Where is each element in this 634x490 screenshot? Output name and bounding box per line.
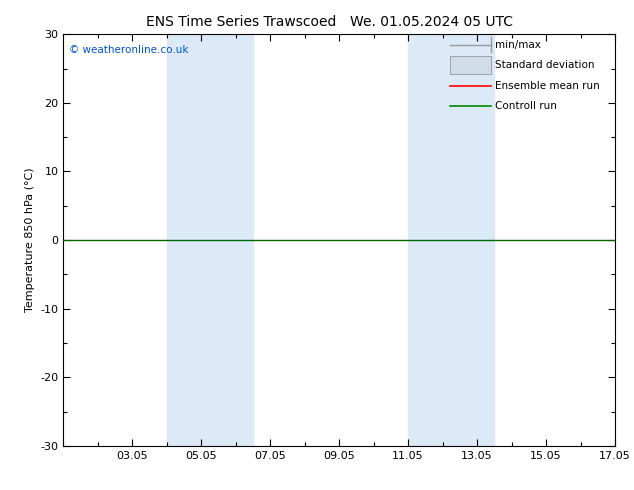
Bar xyxy=(450,56,491,74)
Bar xyxy=(408,34,495,446)
Text: Ensemble mean run: Ensemble mean run xyxy=(495,81,600,91)
Text: Standard deviation: Standard deviation xyxy=(495,60,595,70)
Bar xyxy=(167,34,253,446)
Text: We. 01.05.2024 05 UTC: We. 01.05.2024 05 UTC xyxy=(349,15,513,29)
Text: ENS Time Series Trawscoed: ENS Time Series Trawscoed xyxy=(146,15,336,29)
Text: © weatheronline.co.uk: © weatheronline.co.uk xyxy=(69,45,188,54)
Y-axis label: Temperature 850 hPa (°C): Temperature 850 hPa (°C) xyxy=(25,168,35,313)
Text: Controll run: Controll run xyxy=(495,101,557,111)
Text: min/max: min/max xyxy=(495,40,541,49)
